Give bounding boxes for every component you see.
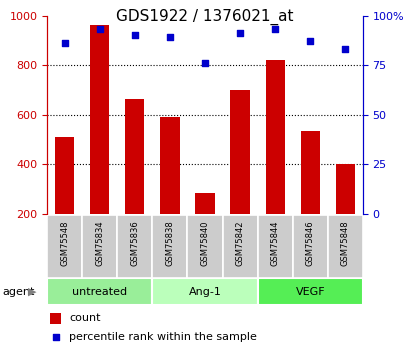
Bar [230,90,249,214]
Point [341,47,348,52]
Bar [47,215,82,278]
Text: percentile rank within the sample: percentile rank within the sample [69,332,256,342]
Bar [222,215,257,278]
Bar [117,215,152,278]
Bar [82,215,117,278]
Bar [50,313,61,324]
Bar [187,215,222,278]
Bar [257,278,362,305]
Text: GSM75836: GSM75836 [130,220,139,266]
Bar [327,215,362,278]
Point [96,27,103,32]
Bar [265,60,284,214]
Point [201,60,208,66]
Text: untreated: untreated [72,287,127,297]
Bar [152,215,187,278]
Point [271,27,278,32]
Text: count: count [69,314,101,323]
Point [131,33,138,38]
Bar [160,117,179,214]
Text: GSM75548: GSM75548 [60,220,69,266]
Bar [335,164,354,214]
Bar [292,215,327,278]
Bar [55,137,74,214]
Text: Ang-1: Ang-1 [188,287,221,297]
Text: GSM75838: GSM75838 [165,220,174,266]
Text: GSM75834: GSM75834 [95,220,104,266]
Text: ▶: ▶ [28,287,36,297]
Text: GSM75844: GSM75844 [270,220,279,266]
Bar [257,215,292,278]
Bar [125,99,144,214]
Bar [195,193,214,214]
Bar [152,278,257,305]
Text: GSM75846: GSM75846 [305,220,314,266]
Point [281,247,288,253]
Point [166,34,173,40]
Point [61,41,68,46]
Bar [90,26,109,214]
Text: GDS1922 / 1376021_at: GDS1922 / 1376021_at [116,9,293,25]
Text: GSM75848: GSM75848 [340,220,349,266]
Text: GSM75840: GSM75840 [200,220,209,266]
Text: VEGF: VEGF [295,287,324,297]
Text: agent: agent [2,287,34,297]
Bar [300,131,319,214]
Bar [47,278,152,305]
Point [306,39,313,44]
Point [236,31,243,36]
Text: GSM75842: GSM75842 [235,220,244,266]
